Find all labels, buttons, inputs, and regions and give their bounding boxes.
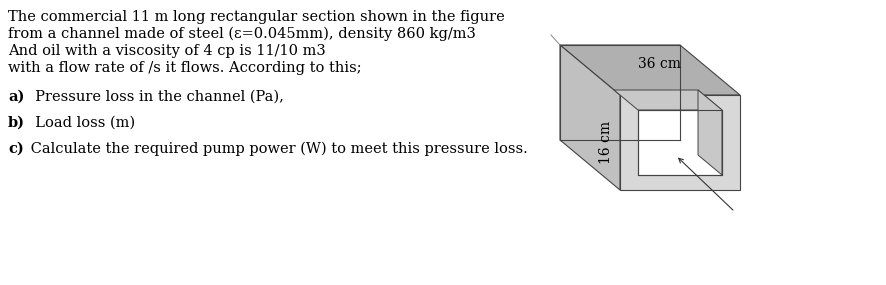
Text: b): b) — [8, 116, 25, 130]
Polygon shape — [638, 110, 722, 175]
Polygon shape — [560, 45, 740, 95]
Polygon shape — [614, 90, 722, 110]
Text: 16 cm: 16 cm — [599, 121, 613, 164]
Text: with a flow rate of /s it flows. According to this;: with a flow rate of /s it flows. Accordi… — [8, 61, 361, 75]
Text: Calculate the required pump power (W) to meet this pressure loss.: Calculate the required pump power (W) to… — [26, 142, 528, 156]
Text: The commercial 11 m long rectangular section shown in the figure: The commercial 11 m long rectangular sec… — [8, 10, 505, 24]
Text: Pressure loss in the channel (Pa),: Pressure loss in the channel (Pa), — [26, 90, 284, 104]
Polygon shape — [560, 45, 620, 190]
Text: c): c) — [8, 142, 24, 156]
Text: from a channel made of steel (ε=0.045mm), density 860 kg/m3: from a channel made of steel (ε=0.045mm)… — [8, 27, 476, 41]
Text: And oil with a viscosity of 4 cp is 11/10 m3: And oil with a viscosity of 4 cp is 11/1… — [8, 44, 326, 58]
Text: 36 cm: 36 cm — [639, 57, 681, 71]
Text: Load loss (m): Load loss (m) — [26, 116, 136, 130]
Polygon shape — [698, 90, 722, 175]
Text: a): a) — [8, 90, 25, 104]
Polygon shape — [620, 95, 740, 190]
